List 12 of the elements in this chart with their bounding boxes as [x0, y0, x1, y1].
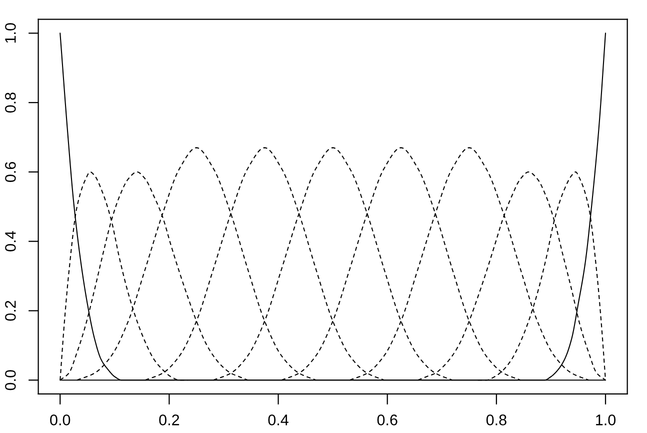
x-tick-label: 0.2 [159, 414, 180, 426]
y-tick-label: 0.8 [5, 92, 16, 113]
x-tick-label: 0.4 [268, 414, 288, 426]
y-tick-label: 0.4 [5, 231, 16, 252]
x-tick-label: 0.0 [50, 414, 70, 426]
y-tick-label: 0.0 [5, 370, 16, 390]
x-tick-label: 0.6 [377, 414, 398, 426]
x-tick-label: 0.8 [486, 414, 506, 426]
x-tick-label: 1.0 [596, 414, 616, 426]
y-tick-label: 1.0 [5, 23, 16, 43]
y-tick-label: 0.2 [5, 300, 16, 321]
y-tick-label: 0.6 [5, 162, 16, 182]
